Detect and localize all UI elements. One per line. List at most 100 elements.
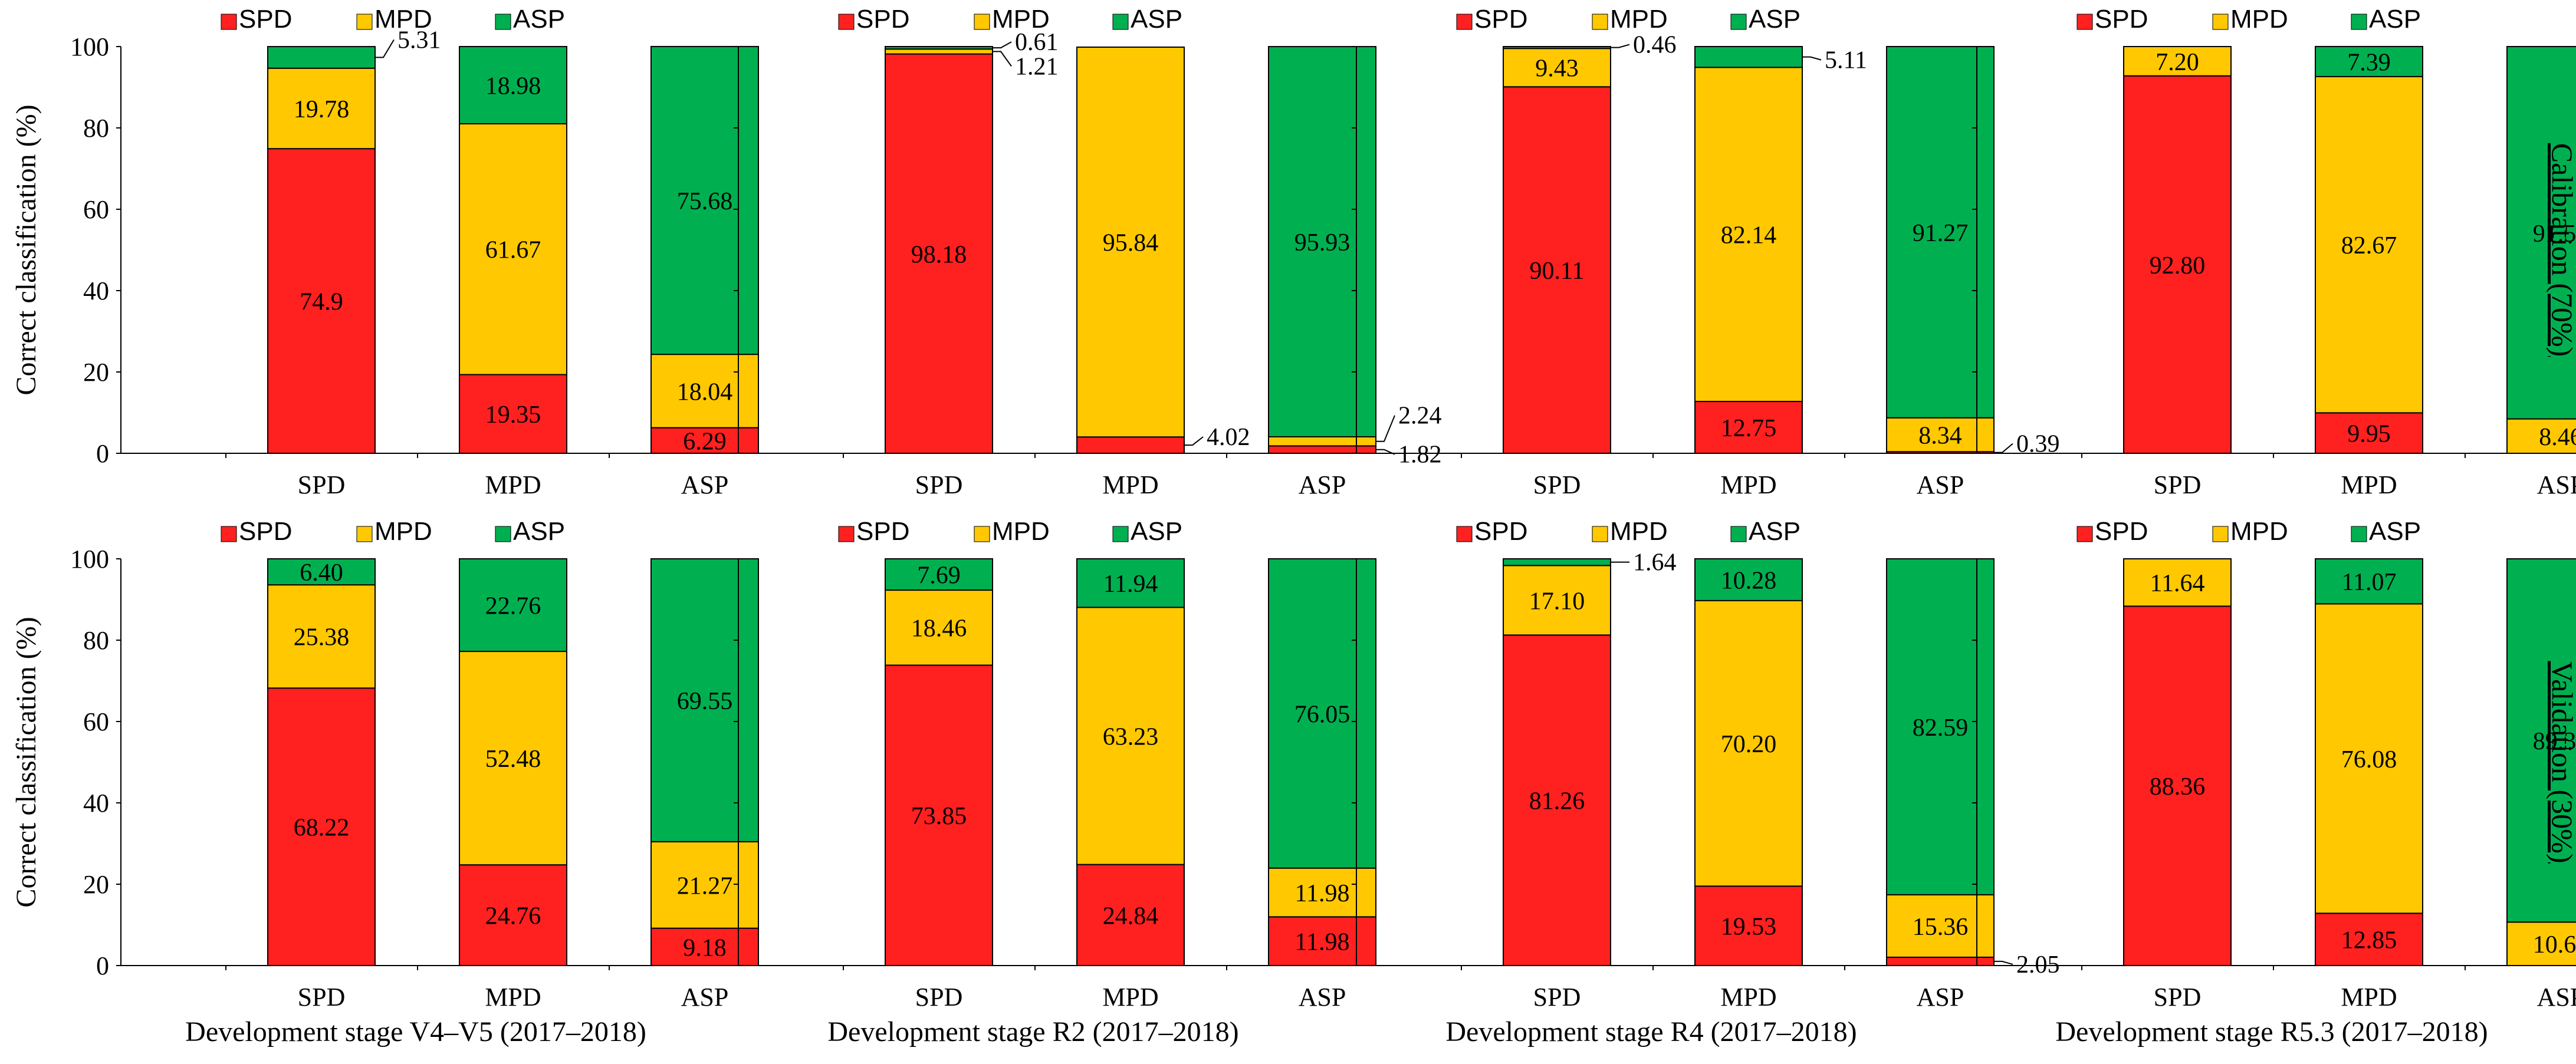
legend-label-spd: SPD [1474,5,1527,34]
legend-swatch-asp [2351,14,2367,30]
bar-spd-spd [2123,75,2232,454]
data-label: 19.53 [1721,914,1777,941]
row-label: Validation (30%) [2546,661,2576,864]
legend-swatch-mpd [356,14,373,30]
data-label: 8.46 [2539,424,2576,451]
data-label: 12.85 [2341,927,2397,954]
bar-spd-mpd [1694,885,1803,967]
bar-asp-asp [1268,46,1376,437]
data-label: 88.36 [2150,773,2206,801]
legend-swatch-spd [2076,526,2093,542]
bar-spd-mpd [2315,412,2423,454]
x-axis-title: Development stage R5.3 (2017–2018) [2055,1016,2488,1047]
y-tick-label: 20 [83,358,109,387]
data-label: 81.26 [1529,788,1585,815]
legend-label-spd: SPD [239,517,292,546]
data-label: 18.46 [911,615,967,643]
data-label: 2.05 [2016,951,2060,979]
chart-panel-3: SPD MPD ASP 90.11 9.43 0.46 SPD 12.75 82.14 5.11 M… [1352,5,2060,499]
data-label: 95.93 [1294,229,1351,256]
data-label: 9.18 [683,934,727,961]
legend-item-asp: ASP [495,517,565,546]
legend-swatch-mpd [1592,526,1608,542]
legend-item-mpd: MPD [356,5,432,34]
x-axis-title: Development stage R4 (2017–2018) [1445,1016,1857,1047]
legend-item-spd: SPD [2076,5,2148,34]
data-label: 75.68 [677,188,733,215]
data-label: 63.23 [1103,723,1159,750]
legend-item-asp: ASP [1112,5,1182,34]
callout-line [1802,56,1822,61]
legend-label-asp: ASP [513,517,565,546]
bar-spd-mpd [1076,864,1185,966]
x-tick-label: SPD [915,983,963,1012]
data-label: 68.22 [294,815,350,842]
legend-item-spd: SPD [1456,517,1527,546]
y-tick-label: 0 [96,439,109,468]
legend-swatch-spd [221,526,237,542]
bar-mpd-spd [2123,46,2232,77]
callout-line [1184,436,1204,446]
legend-swatch-spd [1456,14,1473,30]
y-tick-label: 100 [70,32,109,61]
y-axis-title: Correct classification (%) [11,104,42,395]
legend-label-asp: ASP [1749,5,1800,34]
legend-item-asp: ASP [1730,5,1800,34]
legend-label-asp: ASP [1131,517,1182,546]
bar-asp-mpd [459,558,567,653]
bar-mpd-mpd [459,651,567,866]
data-label: 6.29 [683,428,727,455]
bar-asp-spd [1503,558,1611,566]
data-label: 11.98 [1295,929,1350,956]
legend-item-mpd: MPD [2212,517,2288,546]
x-tick-label: MPD [1102,983,1158,1012]
legend-swatch-asp [495,526,511,542]
legend-item-spd: SPD [221,5,292,34]
callout-line [1611,44,1630,48]
legend-item-mpd: MPD [356,517,432,546]
legend-swatch-asp [1112,526,1129,542]
bar-spd-asp [1268,445,1376,454]
bar-mpd-mpd [1076,607,1185,865]
y-tick-label: 60 [83,195,109,224]
x-tick-label: SPD [1533,983,1581,1012]
x-tick-label: ASP [2537,470,2576,499]
bar-mpd-asp [1886,417,1995,453]
data-label: 17.10 [1529,588,1585,615]
y-tick-label: 20 [83,870,109,899]
legend-swatch-mpd [2212,526,2229,542]
bar-mpd-mpd [2315,603,2423,914]
chart-panel-6: SPD MPD ASP 73.85 18.46 7.69 SPD 24.84 63.23 11.9… [734,517,1376,1047]
data-label: 52.48 [485,746,541,773]
bar-mpd-spd [1503,565,1611,636]
bar-mpd-spd [267,67,376,150]
x-tick-label: SPD [2154,470,2202,499]
bar-spd-asp [650,427,759,454]
chart-panel-2: SPD MPD ASP 98.18 1.210.61 SPD 4.02 95.84 MPD 1.8… [734,5,1442,499]
legend-item-mpd: MPD [1592,517,1668,546]
data-label: 9.95 [2347,421,2391,448]
bar-spd-asp [1268,916,1376,967]
bar-spd-mpd [459,374,567,454]
callout-line [993,51,1012,67]
x-tick-label: ASP [681,983,729,1012]
legend-label-spd: SPD [1474,517,1527,546]
data-label: 76.08 [2341,746,2397,773]
x-tick-label: SPD [1533,470,1581,499]
bar-mpd-mpd [1694,67,1803,403]
chart-panel-4: SPD MPD ASP 92.80 7.20 SPD 9.95 82.67 7.39 MPD 8.4… [1972,5,2576,499]
legend-item-spd: SPD [221,517,292,546]
bar-asp-mpd [1694,46,1803,68]
y-axis-title: Correct classification (%) [11,617,42,907]
y-tick-label: 60 [83,707,109,736]
legend-item-mpd: MPD [2212,5,2288,34]
bar-asp-mpd [1694,558,1803,601]
bar-asp-spd [267,558,376,586]
bar-mpd-mpd [459,123,567,375]
y-tick-label: 80 [83,626,109,655]
legend-swatch-spd [2076,14,2093,30]
legend-label-mpd: MPD [1610,517,1668,546]
data-label: 91.27 [1913,220,1969,247]
legend-label-mpd: MPD [374,517,432,546]
data-label: 11.64 [2150,570,2205,597]
